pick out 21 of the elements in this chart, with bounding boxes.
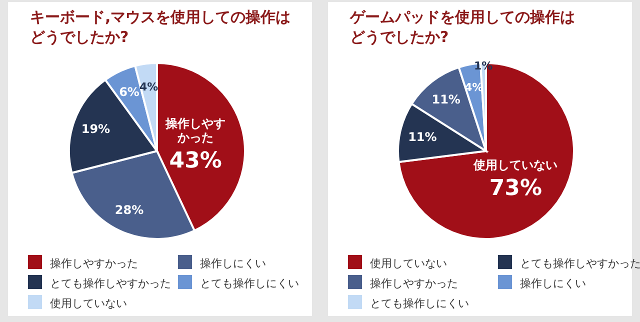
legend-label: 操作しにくい: [520, 277, 586, 290]
legend-label: とても操作しにくい: [200, 277, 299, 290]
legend-label: 操作しやすかった: [370, 277, 458, 290]
legend-label: 使用していない: [370, 257, 447, 270]
data-label: 28%: [114, 202, 144, 217]
chart-title: ゲームパッドを使用しての操作はどうでしたか?: [349, 8, 575, 46]
data-label: 使用していない 73%: [472, 158, 558, 202]
legend-label: 使用していない: [50, 297, 127, 310]
legend-label: とても操作しやすかった: [520, 257, 640, 270]
legend-label: とても操作しにくい: [370, 297, 469, 310]
legend-label: 操作しやすかった: [50, 257, 138, 270]
data-label: 6%: [119, 85, 140, 100]
data-label: 11%: [408, 130, 437, 144]
data-label: 19%: [81, 122, 110, 136]
data-label: 1%: [474, 60, 493, 73]
data-label: 4%: [139, 80, 158, 94]
legend-label: 操作しにくい: [200, 257, 266, 270]
data-label: 操作しやすかった 43%: [164, 116, 226, 174]
legend-label: とても操作しやすかった: [50, 277, 171, 290]
data-label: 11%: [432, 92, 460, 107]
chart-title: キーボード,マウスを使用しての操作はどうでしたか?: [30, 8, 291, 46]
